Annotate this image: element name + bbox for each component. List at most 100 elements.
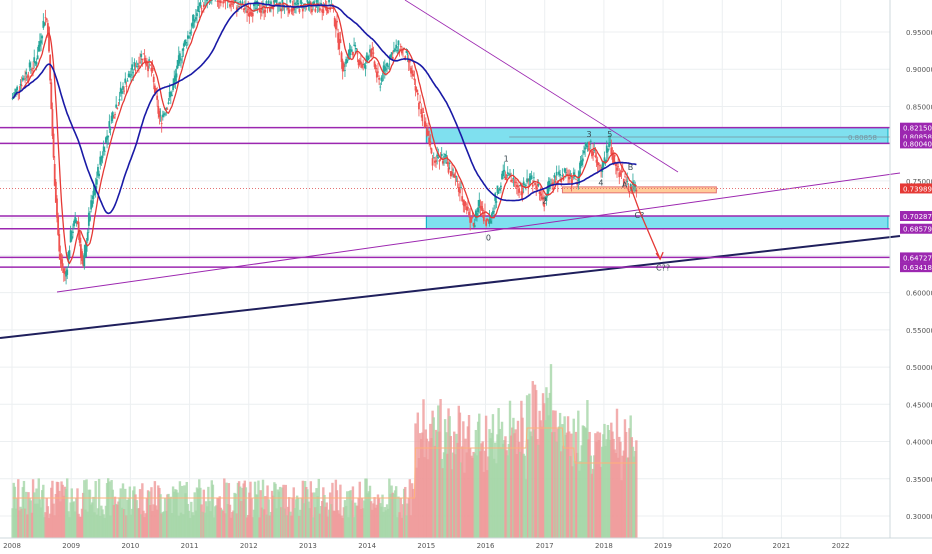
candle-body	[157, 105, 160, 114]
candle-body	[456, 180, 459, 182]
candle-body	[422, 111, 425, 113]
candle-body	[306, 0, 309, 3]
candle-body	[172, 84, 174, 90]
candle-body	[517, 185, 519, 188]
candle-body	[337, 33, 340, 43]
candle-body	[40, 40, 42, 44]
candle-body	[625, 179, 628, 181]
candle-body	[84, 244, 87, 257]
candle-body	[66, 269, 69, 275]
candle-body	[320, 2, 322, 5]
candle-body	[255, 7, 258, 9]
candle-body	[258, 10, 261, 12]
candle-body	[139, 61, 141, 63]
candle-body	[136, 63, 139, 65]
candle-body	[614, 162, 617, 166]
candle-body	[202, 4, 205, 8]
candle-body	[43, 22, 46, 26]
candle-body	[99, 156, 102, 165]
candle-body	[321, 9, 324, 13]
candle-body	[570, 179, 573, 184]
candle-body	[13, 92, 16, 96]
wave-label: 3	[587, 130, 592, 139]
candle-body	[311, 9, 313, 13]
candle-body	[297, 2, 300, 5]
candle-body	[97, 167, 99, 176]
candle-body	[515, 184, 518, 187]
candle-body	[546, 187, 549, 195]
candle-body	[85, 244, 88, 252]
candle-body	[280, 8, 283, 12]
candle-body	[577, 176, 580, 182]
candle-body	[103, 150, 106, 152]
candle-body	[526, 178, 528, 183]
x-tick-label: 2016	[477, 542, 495, 550]
candle-body	[534, 182, 536, 186]
candle-body	[125, 85, 128, 87]
candle-body	[148, 59, 151, 61]
candle-body	[419, 101, 421, 104]
candle-body	[86, 232, 89, 241]
candle-body	[571, 176, 574, 178]
candle-body	[355, 47, 358, 50]
candle-body	[338, 38, 341, 50]
candle-body	[347, 53, 350, 59]
candle-body	[124, 78, 127, 83]
candle-body	[28, 62, 31, 68]
candle-body	[293, 2, 296, 5]
candle-body	[52, 133, 55, 158]
candle-body	[539, 193, 542, 196]
candle-body	[520, 191, 523, 196]
price-tag-label: 0.70287	[903, 213, 932, 221]
candle-body	[486, 218, 489, 221]
candle-body	[130, 74, 132, 76]
candle-body	[282, 6, 285, 8]
candle-body	[241, 1, 244, 5]
price-tag-bg	[900, 211, 932, 222]
candle-body	[163, 113, 165, 116]
volume-bar	[85, 479, 88, 538]
candle-body	[37, 44, 40, 52]
price-tag-label: 0.64727	[903, 254, 932, 262]
candle-body	[448, 163, 451, 164]
candle-body	[83, 253, 86, 267]
candle-body	[110, 115, 113, 122]
candle-body	[152, 76, 155, 83]
candle-body	[339, 39, 342, 44]
candle-body	[485, 219, 488, 226]
candle-body	[60, 259, 63, 264]
volume-bar	[17, 479, 20, 538]
price-tag-label: 0.63418	[903, 264, 932, 272]
candle-body	[530, 175, 533, 180]
candle-body	[288, 9, 291, 14]
candle-body	[470, 218, 473, 223]
candle-body	[115, 104, 118, 108]
candle-body	[11, 98, 14, 100]
candle-body	[50, 82, 53, 110]
candle-body	[439, 159, 442, 160]
candle-body	[411, 70, 414, 74]
candle-body	[441, 161, 444, 164]
candle-body	[313, 1, 316, 4]
candle-body	[198, 10, 201, 13]
candle-body	[616, 167, 618, 171]
candle-body	[107, 135, 110, 138]
candle-body	[250, 12, 253, 16]
candle-body	[621, 171, 624, 173]
candle-body	[544, 197, 547, 201]
candle-body	[435, 160, 437, 162]
candle-body	[330, 4, 333, 6]
candle-body	[578, 171, 581, 177]
candle-body	[437, 157, 440, 158]
candle-body	[408, 59, 411, 63]
candle-body	[363, 64, 366, 66]
candle-body	[314, 8, 317, 12]
candle-body	[102, 146, 105, 152]
candle-body	[579, 160, 582, 169]
candle-body	[251, 12, 254, 17]
volume-bar	[97, 478, 101, 538]
candle-body	[560, 179, 563, 183]
